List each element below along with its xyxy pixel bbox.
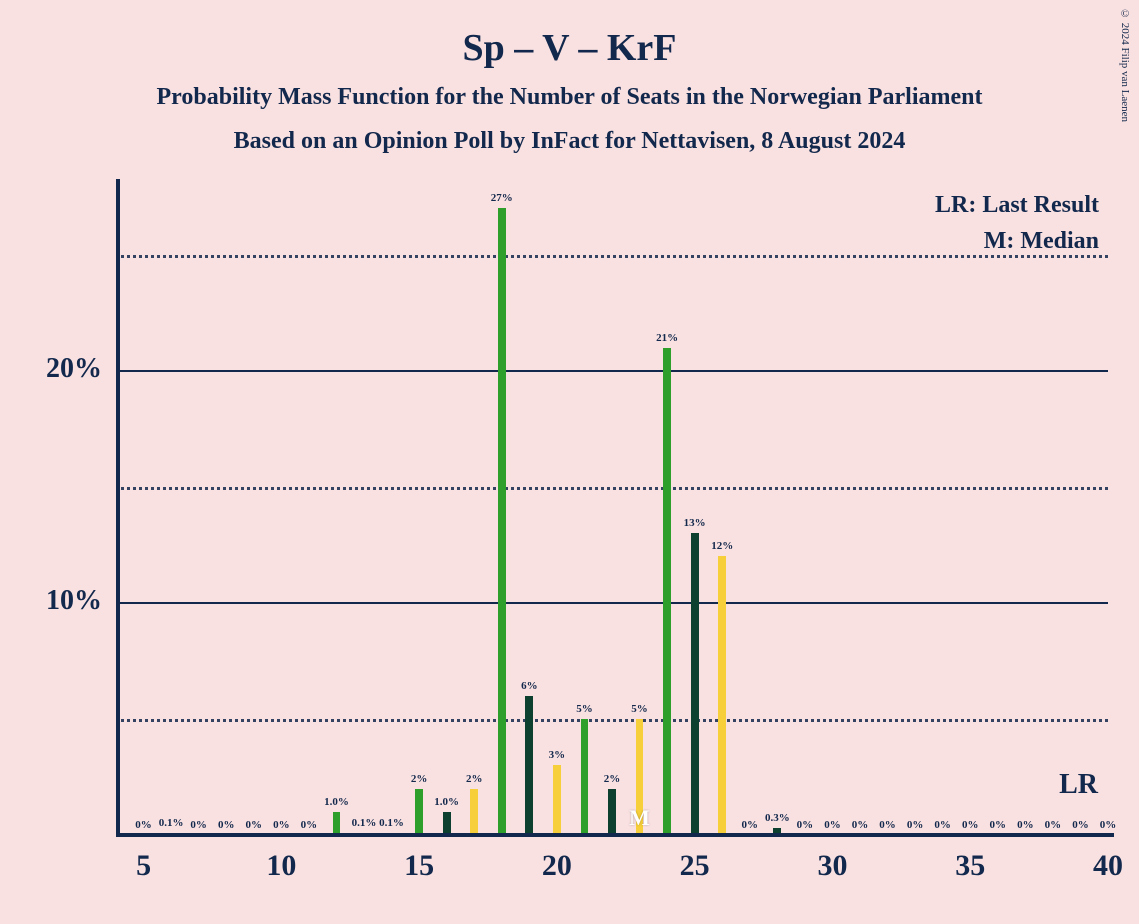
grid-minor <box>116 719 1108 722</box>
bar <box>663 348 671 836</box>
x-tick-label: 5 <box>114 849 174 883</box>
chart-subtitle-1: Probability Mass Function for the Number… <box>0 84 1139 111</box>
bar-value-label: 27% <box>482 192 522 204</box>
bar <box>333 812 341 835</box>
bar-value-label: 12% <box>702 540 742 552</box>
grid-minor <box>116 487 1108 490</box>
bar-value-label: 3% <box>537 749 577 761</box>
x-tick-label: 15 <box>389 849 449 883</box>
bar-value-label: 5% <box>564 703 604 715</box>
bar-value-label: 2% <box>399 773 439 785</box>
y-axis <box>116 179 120 835</box>
bar-value-label: 2% <box>454 773 494 785</box>
bar-value-label: 5% <box>620 703 660 715</box>
x-tick-label: 25 <box>665 849 725 883</box>
chart-title: Sp – V – KrF <box>0 26 1139 70</box>
grid-major <box>116 602 1108 604</box>
bar <box>608 789 616 835</box>
bar <box>443 812 451 835</box>
x-axis <box>116 833 1114 837</box>
bar <box>553 765 561 835</box>
bar <box>581 719 589 835</box>
bar <box>470 789 478 835</box>
plot-area: 10%20%0%0.1%0%0%0%0%0%1.0%0.1%0.1%2%1.0%… <box>116 185 1108 835</box>
grid-major <box>116 370 1108 372</box>
grid-minor <box>116 255 1108 258</box>
y-tick-label: 20% <box>6 353 102 385</box>
bar-value-label: 1.0% <box>316 796 356 808</box>
x-tick-label: 20 <box>527 849 587 883</box>
chart-subtitle-2: Based on an Opinion Poll by InFact for N… <box>0 128 1139 155</box>
bar <box>691 533 699 835</box>
chart-root: © 2024 Filip van Laenen Sp – V – KrF Pro… <box>0 0 1139 924</box>
bar <box>525 696 533 835</box>
x-tick-label: 35 <box>940 849 1000 883</box>
bar-value-label: 0% <box>289 819 329 831</box>
x-tick-label: 40 <box>1078 849 1138 883</box>
median-marker: M <box>625 805 655 831</box>
bar-value-label: 13% <box>675 517 715 529</box>
x-tick-label: 30 <box>802 849 862 883</box>
bar-value-label: 2% <box>592 773 632 785</box>
bar <box>498 208 506 835</box>
bar-value-label: 0% <box>1088 819 1128 831</box>
bar-value-label: 6% <box>509 680 549 692</box>
bar <box>415 789 423 835</box>
lr-marker: LR <box>1059 769 1098 801</box>
bar-value-label: 1.0% <box>427 796 467 808</box>
bar-value-label: 0.1% <box>372 817 412 829</box>
y-tick-label: 10% <box>6 585 102 617</box>
bar-value-label: 21% <box>647 332 687 344</box>
bar <box>718 556 726 835</box>
x-tick-label: 10 <box>251 849 311 883</box>
